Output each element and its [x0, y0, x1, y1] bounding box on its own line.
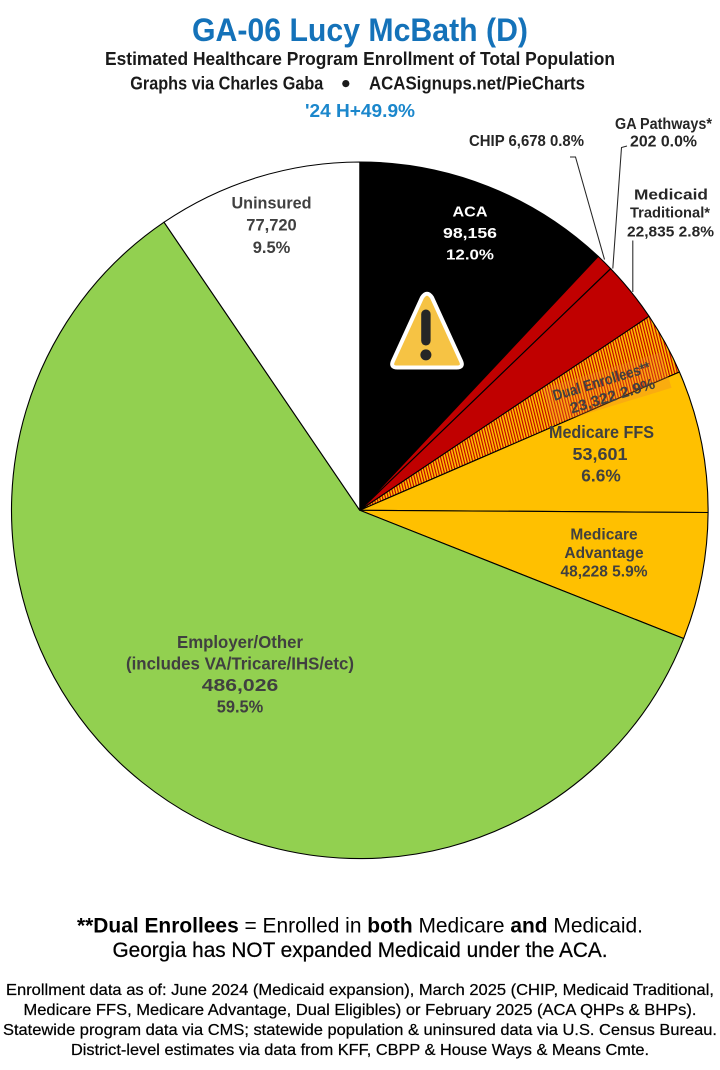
svg-text:'24 H+49.9%: '24 H+49.9% — [305, 101, 415, 121]
svg-text:6.6%: 6.6% — [581, 466, 621, 486]
svg-text:48,228 5.9%: 48,228 5.9% — [560, 564, 647, 581]
svg-text:59.5%: 59.5% — [217, 697, 264, 717]
svg-text:(includes VA/Tricare/IHS/etc): (includes VA/Tricare/IHS/etc) — [126, 654, 354, 674]
svg-text:ACASignups.net/PieCharts: ACASignups.net/PieCharts — [369, 73, 585, 94]
svg-text:Statewide program data via CMS: Statewide program data via CMS; statewid… — [3, 1022, 717, 1039]
svg-text:53,601: 53,601 — [573, 444, 628, 464]
svg-text:Georgia has NOT expanded Medic: Georgia has NOT expanded Medicaid under … — [113, 939, 608, 962]
svg-text:Estimated Healthcare Program E: Estimated Healthcare Program Enrollment … — [105, 48, 615, 69]
svg-text:Medicaid: Medicaid — [634, 187, 708, 204]
svg-text:District-level estimates via d: District-level estimates via data from K… — [71, 1042, 649, 1059]
svg-text:9.5%: 9.5% — [253, 239, 291, 257]
svg-text:Uninsured: Uninsured — [232, 194, 312, 212]
svg-text:GA Pathways*: GA Pathways* — [615, 116, 713, 133]
svg-text:98,156: 98,156 — [443, 225, 497, 242]
svg-text:Advantage: Advantage — [564, 545, 644, 562]
svg-text:77,720: 77,720 — [246, 216, 296, 234]
svg-text:22,835 2.8%: 22,835 2.8% — [627, 224, 714, 241]
svg-text:12.0%: 12.0% — [446, 246, 494, 263]
svg-text:Enrollment data as of: June 20: Enrollment data as of: June 2024 (Medica… — [6, 982, 714, 999]
svg-text:486,026: 486,026 — [202, 675, 279, 695]
svg-text:GA-06 Lucy McBath (D): GA-06 Lucy McBath (D) — [192, 12, 528, 48]
svg-text:Medicare: Medicare — [570, 526, 638, 543]
svg-text:**Dual Enrollees = Enrolled in: **Dual Enrollees = Enrolled in both Medi… — [77, 915, 643, 938]
svg-text:202 0.0%: 202 0.0% — [630, 133, 697, 150]
svg-text:Medicare FFS, Medicare Advanta: Medicare FFS, Medicare Advantage, Dual E… — [24, 1002, 697, 1019]
svg-text:Graphs via Charles Gaba: Graphs via Charles Gaba — [130, 73, 324, 94]
svg-text:Employer/Other: Employer/Other — [177, 632, 303, 652]
svg-text:ACA: ACA — [453, 204, 488, 221]
svg-text:Traditional*: Traditional* — [630, 205, 710, 222]
svg-text:Medicare FFS: Medicare FFS — [549, 422, 654, 442]
svg-text:CHIP 6,678 0.8%: CHIP 6,678 0.8% — [469, 133, 584, 150]
